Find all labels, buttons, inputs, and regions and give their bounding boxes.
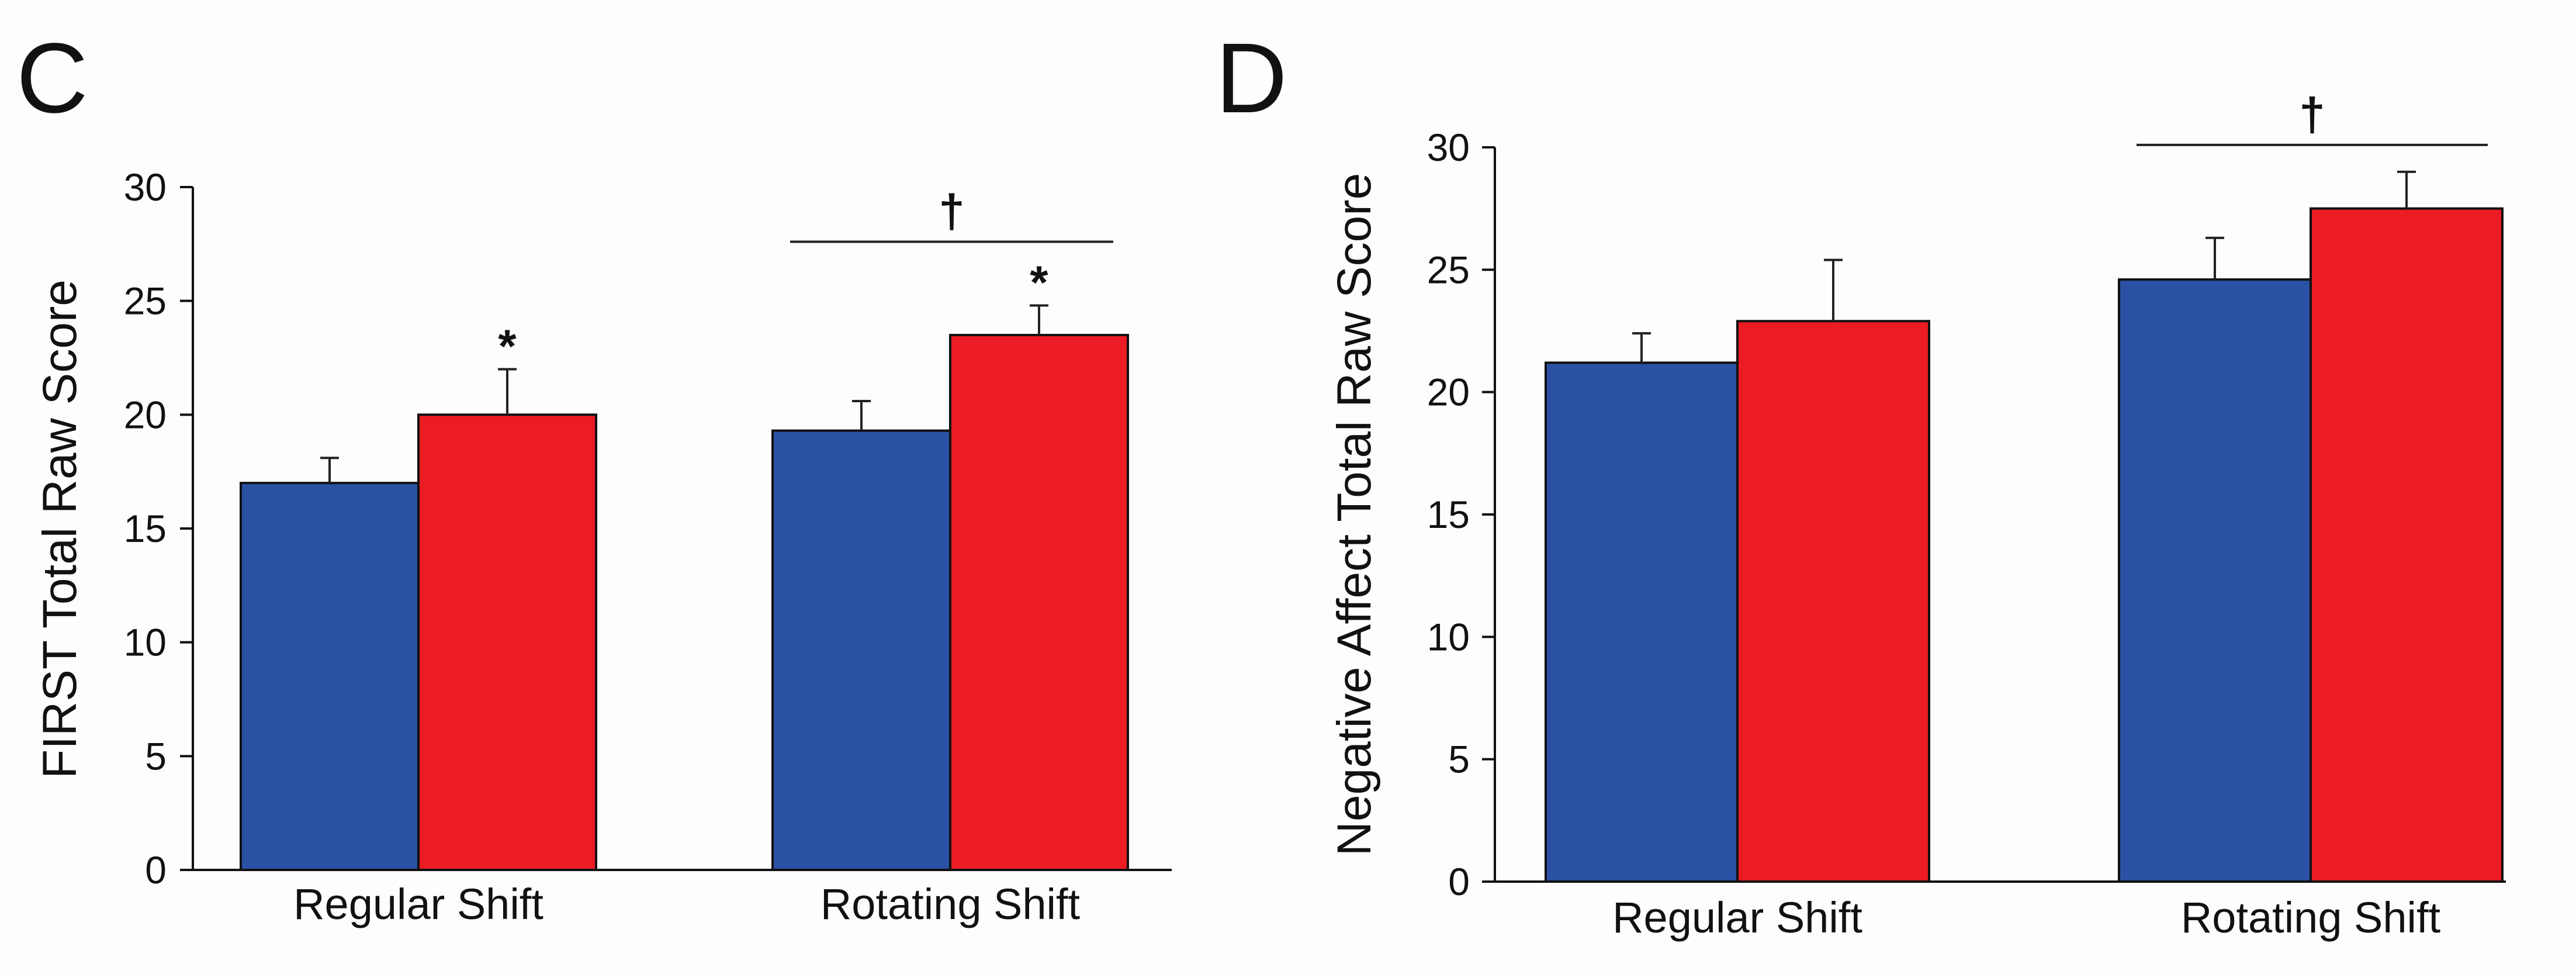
y-tick-label-c: 20 (124, 393, 167, 436)
annotations-c: * * † (498, 185, 1113, 372)
bar-d-red (2310, 207, 2504, 883)
panel-letter-d: D (1216, 23, 1287, 134)
y-tick-label-d: 10 (1427, 615, 1470, 658)
y-axis-label-d: Negative Affect Total Raw Score (1328, 173, 1381, 856)
bar-c-red (417, 413, 597, 871)
y-tick-label-d: 15 (1427, 493, 1470, 536)
category-labels-d: Regular Shift Rotating Shift (1612, 893, 2440, 942)
bar-d-red (1736, 320, 1930, 883)
y-tick-label-d: 25 (1427, 248, 1470, 291)
bar-d-blue (1545, 361, 1739, 883)
y-axis-label-c: FIRST Total Raw Score (33, 279, 86, 779)
bars-c (240, 304, 1129, 871)
panel-d: D Negative Affect Total Raw Score 0 5 10 15… (1216, 23, 2506, 942)
panel-letter-c: C (16, 23, 88, 134)
category-labels-c: Regular Shift Rotating Shift (293, 880, 1080, 928)
bar-c-blue (771, 429, 951, 871)
y-tick-label-d: 0 (1448, 860, 1470, 903)
category-label-c: Regular Shift (293, 880, 543, 928)
y-axis-ticks-c: 0 5 10 15 20 25 30 (124, 165, 1172, 892)
y-tick-label-c: 0 (145, 848, 167, 892)
y-tick-label-d: 30 (1427, 126, 1470, 169)
y-tick-label-c: 25 (124, 279, 167, 323)
bar-d-blue (2118, 278, 2312, 883)
significance-asterisk-c: * (1030, 256, 1048, 308)
annotations-d: † (2137, 88, 2488, 146)
y-tick-label-c: 5 (145, 734, 167, 778)
significance-dagger-c: † (939, 185, 965, 237)
category-label-d: Regular Shift (1612, 893, 1862, 942)
category-label-c: Rotating Shift (820, 880, 1081, 928)
y-tick-label-d: 20 (1427, 371, 1470, 414)
y-tick-label-d: 5 (1448, 738, 1470, 781)
bars-d (1545, 170, 2504, 883)
bar-c-blue (240, 482, 420, 871)
panel-c: C FIRST Total Raw Score 0 5 10 15 20 25 30 * * †… (16, 23, 1172, 928)
y-tick-label-c: 30 (124, 165, 167, 209)
y-tick-label-c: 15 (124, 507, 167, 550)
bar-c-red (949, 334, 1129, 871)
category-label-d: Rotating Shift (2181, 893, 2441, 942)
y-tick-label-c: 10 (124, 621, 167, 664)
significance-dagger-d: † (2299, 88, 2325, 140)
significance-asterisk-c: * (498, 320, 517, 372)
